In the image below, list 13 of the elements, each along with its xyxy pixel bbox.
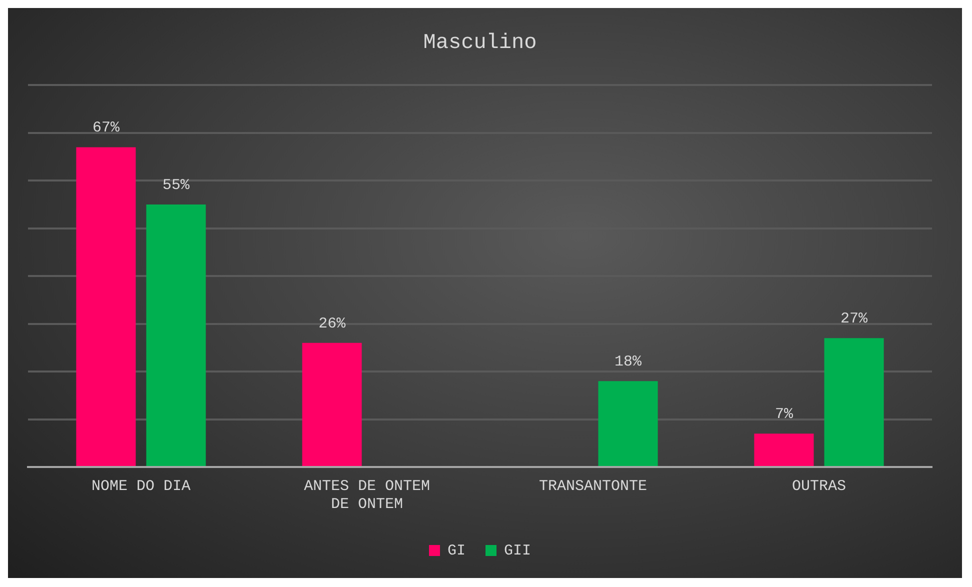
data-label: 55%	[162, 176, 191, 194]
data-label: 18%	[614, 354, 643, 371]
data-label: 27%	[840, 310, 869, 328]
x-tick-label: TRANSANTONTE	[538, 478, 648, 495]
x-tick-label: OUTRAS	[792, 478, 846, 495]
data-label: 67%	[92, 120, 120, 137]
x-tick-label: NOME DO DIA	[91, 478, 191, 495]
legend-label: GII	[504, 542, 532, 560]
x-tick-label: ANTES DE ONTEM DE ONTEM	[304, 478, 430, 513]
legend-label: GI	[447, 542, 466, 560]
data-label: 7%	[774, 406, 794, 424]
chart-title: Masculino	[423, 32, 537, 56]
data-label: 26%	[318, 315, 346, 332]
